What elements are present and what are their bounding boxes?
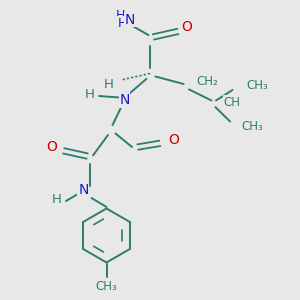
Text: N: N: [119, 93, 130, 107]
Text: CH₃: CH₃: [96, 280, 117, 293]
Text: CH₃: CH₃: [242, 119, 263, 133]
Text: N: N: [125, 13, 135, 26]
Text: O: O: [46, 140, 57, 154]
Text: H: H: [85, 88, 94, 101]
Text: CH: CH: [224, 95, 241, 109]
Text: H: H: [115, 9, 125, 22]
Text: O: O: [169, 133, 179, 146]
Text: CH₂: CH₂: [196, 75, 218, 88]
Text: O: O: [181, 20, 192, 34]
Text: CH₃: CH₃: [246, 79, 268, 92]
Text: H: H: [104, 77, 114, 91]
Text: N: N: [78, 184, 88, 197]
Text: H: H: [52, 193, 61, 206]
Text: H: H: [117, 16, 127, 30]
